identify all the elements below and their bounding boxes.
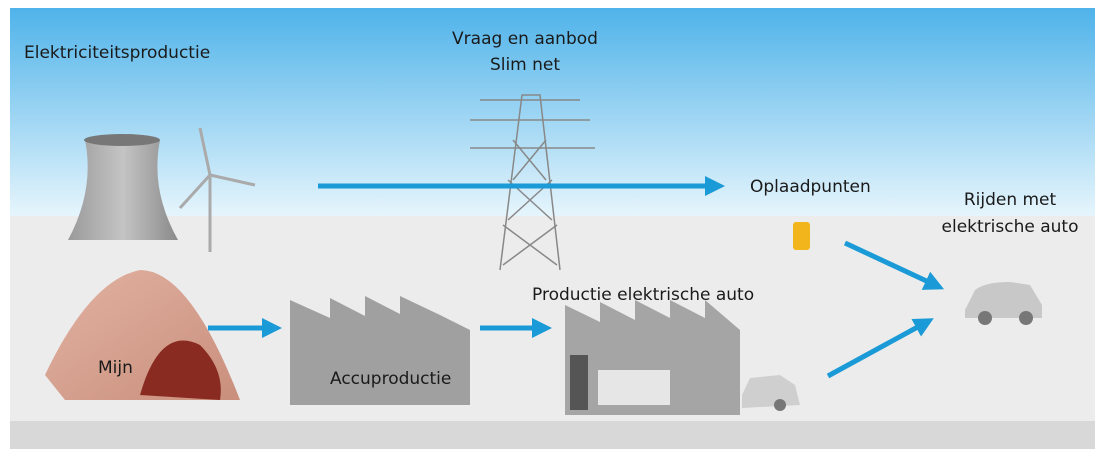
ground-strip [10, 421, 1095, 449]
label: Productie elektrische auto [532, 285, 754, 305]
socket [793, 222, 810, 250]
pylon [470, 94, 595, 271]
battery-factory [290, 296, 470, 405]
label: Accuproductie [330, 369, 451, 389]
label: Rijden met [964, 190, 1057, 210]
label: Mijn [98, 358, 133, 378]
label: elektrische auto [942, 217, 1079, 237]
label: Vraag en aanbod [452, 29, 598, 49]
arrows [208, 176, 945, 379]
cooling-tower-top [84, 134, 160, 146]
wind-turbine [178, 127, 256, 252]
label: Elektriciteitsproductie [24, 43, 210, 63]
factory-window [598, 370, 670, 405]
cooling-tower [68, 140, 178, 240]
mine-entrance [140, 340, 221, 400]
car [742, 375, 800, 411]
factory-door [570, 355, 588, 410]
arrow [826, 318, 934, 379]
arrow [843, 240, 945, 290]
label: Oplaadpunten [750, 177, 871, 197]
label: Slim net [490, 55, 560, 75]
sky [10, 8, 1095, 216]
car [965, 282, 1042, 325]
